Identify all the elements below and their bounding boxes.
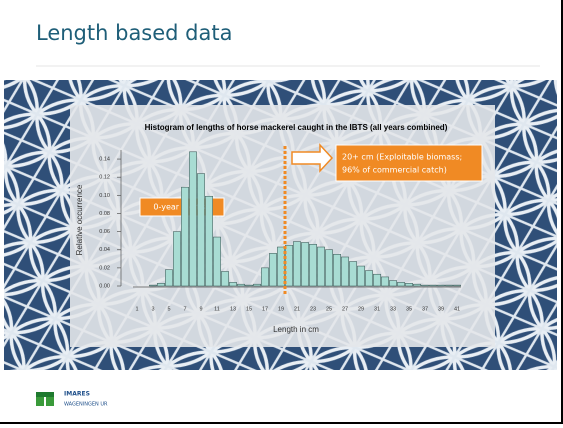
y-axis-label: Relative occurrence [75,184,84,255]
x-tick-label: 7 [183,306,186,312]
bar [389,280,397,287]
callout-text: 96% of commercial catch) [342,166,447,175]
bar [365,270,373,287]
x-tick-label: 31 [374,306,380,312]
bar [253,283,261,287]
y-tick-label: 0.06 [99,229,110,235]
bar [429,284,437,287]
x-tick-label: 41 [454,306,460,312]
bar [437,284,445,287]
bar [421,284,429,287]
y-tick-label: 0.04 [99,247,110,253]
slide-title: Length based data [36,21,232,45]
bar [157,283,165,287]
bar [325,249,333,287]
y-tick-label: 0.14 [99,157,110,163]
x-tick-label: 21 [294,306,300,312]
x-tick-label: 25 [326,306,332,312]
x-tick-label: 29 [358,306,364,312]
y-tick-label: 0.08 [99,211,110,217]
bar [357,265,365,287]
bar [301,242,309,287]
bar [293,241,301,287]
bar [229,282,237,287]
x-tick-label: 1 [135,306,138,312]
bar [453,284,461,287]
x-tick-label: 9 [199,306,202,312]
y-tick-label: 0.12 [99,175,110,181]
callout-box [335,144,483,182]
bar [381,276,389,287]
bar [333,254,341,287]
x-tick-label: 33 [390,306,396,312]
bar [165,269,173,287]
logo-name: IMARES [64,391,90,398]
bar [349,261,357,287]
x-tick-label: 35 [406,306,412,312]
x-axis-label: Length in cm [273,325,319,334]
x-tick-label: 15 [246,306,252,312]
bar [245,284,253,287]
x-tick-label: 17 [262,306,268,312]
x-tick-label: 3 [151,306,154,312]
bar [237,283,245,287]
bar [261,267,269,287]
x-tick-label: 37 [422,306,428,312]
bar [405,283,413,287]
bar [149,284,157,287]
x-tick-label: 11 [214,306,220,312]
bar [317,246,325,287]
chart-title: Histogram of lengths of horse mackerel c… [145,123,448,132]
bar [341,256,349,287]
callout-arrow [291,143,334,173]
footer [0,370,563,424]
y-tick-label: 0.00 [99,283,110,289]
bar [181,186,189,287]
bar [197,173,205,287]
bar [269,253,277,287]
bar [205,195,213,287]
x-tick-label: 23 [310,306,316,312]
bar [445,284,453,287]
bar [221,271,229,287]
bar [309,244,317,287]
y-tick-label: 0.10 [99,193,110,199]
bar [285,244,293,287]
x-tick-label: 5 [167,306,170,312]
y-tick-label: 0.02 [99,265,110,271]
x-tick-label: 19 [278,306,284,312]
bar [413,283,421,287]
x-tick-label: 27 [342,306,348,312]
bar [213,236,221,287]
callout-text: 20+ cm (Exploitable biomass; [342,153,462,162]
bar [173,231,181,287]
bar [373,273,381,287]
logo-mark [46,392,54,406]
x-tick-label: 39 [438,306,444,312]
logo-mark [36,392,54,397]
bar [189,151,197,287]
x-tick-label: 13 [230,306,236,312]
logo-mark [36,392,44,406]
logo-subtitle: WAGENINGEN UR [64,402,108,408]
bar [397,282,405,287]
